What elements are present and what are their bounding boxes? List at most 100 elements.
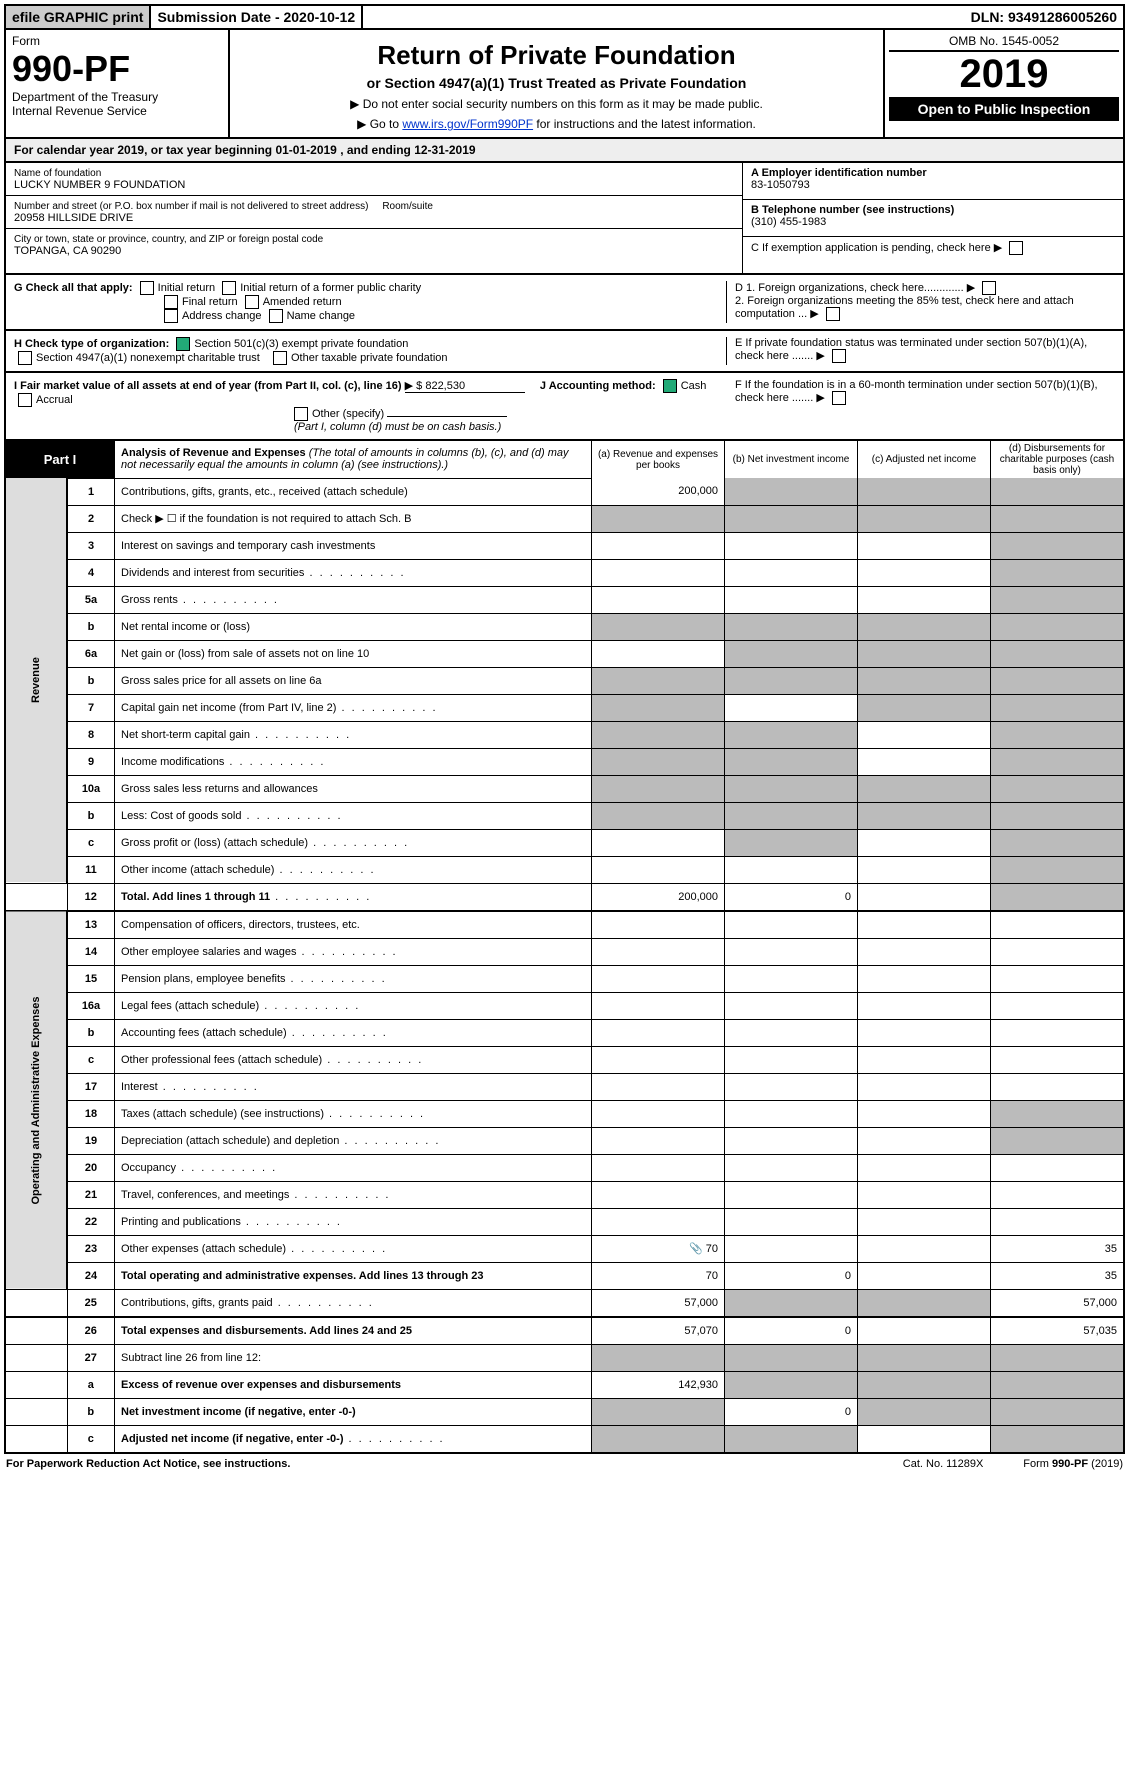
l27c-desc: Adjusted net income (if negative, enter … (121, 1433, 343, 1445)
l19-b (725, 1127, 858, 1154)
l13-a (592, 911, 725, 939)
tel-value: (310) 455-1983 (751, 216, 826, 228)
l27a-c (858, 1371, 991, 1398)
l27c-a (592, 1425, 725, 1453)
info-left: Name of foundation LUCKY NUMBER 9 FOUNDA… (6, 163, 742, 273)
i-left: I Fair market value of all assets at end… (14, 379, 727, 433)
l21-b (725, 1181, 858, 1208)
attach-icon[interactable]: 📎 (689, 1243, 703, 1255)
l9-num: 9 (67, 748, 115, 775)
l3-a (592, 532, 725, 559)
l16c-num: c (67, 1046, 115, 1073)
l10c-c (858, 829, 991, 856)
ck-address[interactable] (164, 309, 178, 323)
expenses-group: Operating and Administrative Expenses (5, 911, 67, 1290)
l6b-c (858, 667, 991, 694)
l14-b (725, 938, 858, 965)
ein-cell: A Employer identification number 83-1050… (743, 163, 1123, 200)
l4-c (858, 559, 991, 586)
footer-right: Form 990-PF (2019) (1023, 1458, 1123, 1470)
l2-b (725, 505, 858, 532)
l2-c (858, 505, 991, 532)
j-accrual: Accrual (36, 394, 73, 406)
l17-c (858, 1073, 991, 1100)
l10c-d (991, 829, 1125, 856)
l10b-a (592, 802, 725, 829)
l16b-desc: Accounting fees (attach schedule) (115, 1019, 592, 1046)
l16c-b (725, 1046, 858, 1073)
g-opt5: Name change (287, 310, 356, 322)
l8-num: 8 (67, 721, 115, 748)
l10c-a (592, 829, 725, 856)
l2-d (991, 505, 1125, 532)
note2-pre: ▶ Go to (357, 117, 402, 131)
l18-c (858, 1100, 991, 1127)
ck-501c3[interactable] (176, 337, 190, 351)
l27-b (725, 1344, 858, 1371)
ck-final[interactable] (164, 295, 178, 309)
l27a-num: a (67, 1371, 115, 1398)
cal-end: 12-31-2019 (414, 143, 475, 157)
l27b-c (858, 1398, 991, 1425)
l21-c (858, 1181, 991, 1208)
l23-b (725, 1235, 858, 1262)
spacer-rev (5, 883, 67, 911)
l13-num: 13 (67, 911, 115, 939)
ck-accrual[interactable] (18, 393, 32, 407)
l27b-num: b (67, 1398, 115, 1425)
ck-other-tax[interactable] (273, 351, 287, 365)
f-checkbox[interactable] (832, 391, 846, 405)
l5a-c (858, 586, 991, 613)
part1-desc: Analysis of Revenue and Expenses (The to… (115, 441, 592, 478)
l24-desc: Total operating and administrative expen… (121, 1270, 483, 1282)
part1-header-row: Part I Analysis of Revenue and Expenses … (5, 441, 1124, 478)
l24-a: 70 (592, 1262, 725, 1289)
l15-a (592, 965, 725, 992)
ck-amended[interactable] (245, 295, 259, 309)
l10a-d (991, 775, 1125, 802)
footer-left: For Paperwork Reduction Act Notice, see … (6, 1458, 290, 1470)
header-right: OMB No. 1545-0052 2019 Open to Public In… (883, 30, 1123, 137)
l16b-c (858, 1019, 991, 1046)
j-note: (Part I, column (d) must be on cash basi… (294, 421, 501, 433)
irs-link[interactable]: www.irs.gov/Form990PF (402, 117, 533, 131)
d1-checkbox[interactable] (982, 281, 996, 295)
l24-c (858, 1262, 991, 1289)
l6b-a (592, 667, 725, 694)
l18-d (991, 1100, 1125, 1127)
ck-4947[interactable] (18, 351, 32, 365)
l24-d: 35 (991, 1262, 1125, 1289)
tax-year: 2019 (889, 52, 1119, 97)
e-right: E If private foundation status was termi… (726, 337, 1115, 365)
d2-checkbox[interactable] (826, 307, 840, 321)
info-right: A Employer identification number 83-1050… (742, 163, 1123, 273)
l27-a (592, 1344, 725, 1371)
revenue-group: Revenue (5, 478, 67, 883)
note2: ▶ Go to www.irs.gov/Form990PF for instru… (236, 117, 877, 131)
l6a-c (858, 640, 991, 667)
l6b-desc: Gross sales price for all assets on line… (115, 667, 592, 694)
l11-a (592, 856, 725, 883)
header-center: Return of Private Foundation or Section … (230, 30, 883, 137)
l1-c (858, 478, 991, 505)
l23-c (858, 1235, 991, 1262)
ck-other[interactable] (294, 407, 308, 421)
part1-title: Analysis of Revenue and Expenses (121, 447, 306, 459)
l6b-b (725, 667, 858, 694)
c-checkbox[interactable] (1009, 241, 1023, 255)
l27b-a (592, 1398, 725, 1425)
ck-name[interactable] (269, 309, 283, 323)
l16a-a (592, 992, 725, 1019)
ck-cash[interactable] (663, 379, 677, 393)
ck-initial-former[interactable] (222, 281, 236, 295)
e-checkbox[interactable] (832, 349, 846, 363)
spacer27a (5, 1371, 67, 1398)
e-label: E If private foundation status was termi… (735, 337, 1087, 362)
omb: OMB No. 1545-0052 (889, 34, 1119, 52)
city-label: City or town, state or province, country… (14, 234, 323, 245)
tel-label: B Telephone number (see instructions) (751, 204, 954, 216)
l20-a (592, 1154, 725, 1181)
l27b-b: 0 (725, 1398, 858, 1425)
ck-initial[interactable] (140, 281, 154, 295)
open-inspection: Open to Public Inspection (889, 97, 1119, 121)
